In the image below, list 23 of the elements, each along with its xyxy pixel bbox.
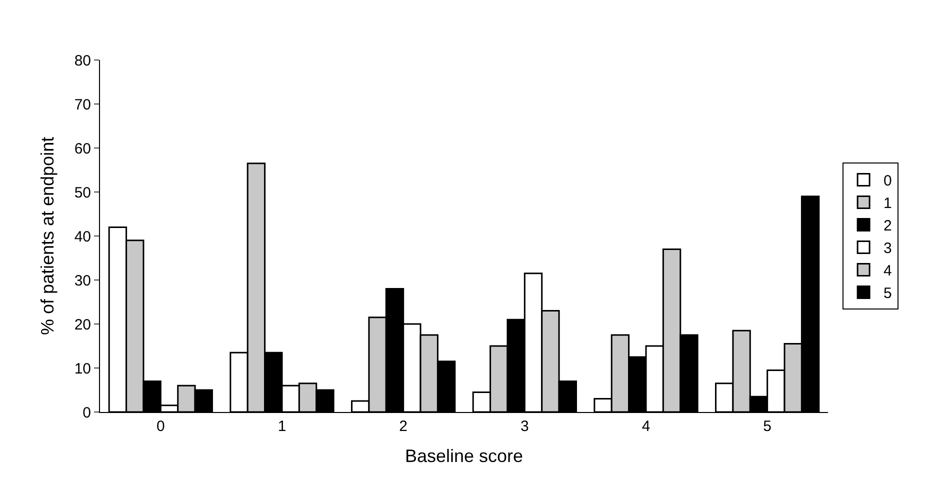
x-tick-label: 2: [399, 418, 408, 435]
x-tick-label: 0: [156, 418, 165, 435]
legend-label: 3: [884, 240, 892, 258]
x-axis-title: Baseline score: [404, 446, 524, 466]
y-tick-label: 70: [74, 96, 91, 114]
legend-label: 0: [884, 172, 892, 190]
x-tick-label: 5: [763, 418, 772, 435]
y-tick-label: 10: [74, 360, 91, 378]
y-tick-label: 0: [82, 404, 91, 422]
legend-label: 5: [884, 285, 892, 302]
legend-label: 1: [884, 195, 892, 212]
x-tick-label: 3: [520, 418, 529, 435]
legend-label: 4: [884, 262, 892, 280]
y-tick-label: 20: [74, 316, 91, 334]
y-tick-label: 30: [74, 272, 91, 290]
x-tick-label: 4: [642, 418, 650, 435]
x-tick-label: 1: [278, 418, 286, 435]
y-axis-title: % of patients at endpoint: [38, 136, 58, 336]
y-tick-label: 80: [74, 52, 91, 70]
y-tick-label: 50: [74, 184, 91, 202]
y-tick-label: 40: [74, 228, 91, 246]
legend-label: 2: [884, 218, 892, 235]
y-tick-label: 60: [74, 140, 91, 158]
